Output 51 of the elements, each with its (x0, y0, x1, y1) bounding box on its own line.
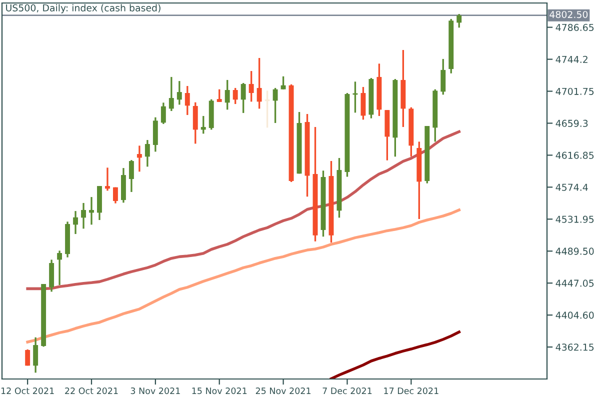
y-tick-label: 4574.4 (556, 184, 588, 191)
candlestick (89, 196, 94, 226)
line-series (26, 130, 460, 290)
x-tick-label: 7 Dec 2021 (322, 387, 372, 394)
y-tick-label: 4659.3 (556, 120, 588, 127)
y-tick-label: 4362.15 (556, 344, 594, 351)
candlestick (224, 79, 230, 110)
y-tick-label: 4786.65 (556, 24, 594, 32)
line-series (26, 208, 460, 344)
candlestick (105, 166, 110, 192)
y-tick-label: 4744.2 (556, 56, 588, 63)
candlestick (184, 85, 190, 116)
candlestick (128, 159, 134, 193)
x-tick-label: 17 Dec 2021 (384, 387, 438, 394)
candlestick (200, 115, 206, 135)
candlestick (136, 144, 142, 172)
candlestick (81, 202, 86, 230)
y-tick-label: 4531.95 (556, 216, 594, 223)
y-tick-label: 4616.85 (556, 152, 594, 159)
candlestick (168, 76, 174, 112)
candlestick (192, 102, 198, 145)
candlestick (232, 87, 238, 105)
candlestick (240, 82, 246, 114)
candlestick (272, 87, 278, 124)
y-tick-label: 4701.75 (556, 88, 594, 95)
x-tick-label: 25 Nov 2021 (256, 387, 311, 394)
line-series (330, 330, 460, 379)
candlestick (456, 13, 462, 28)
candlestick (248, 70, 254, 103)
x-tick-label: 3 Nov 2021 (130, 387, 180, 394)
candlestick (57, 250, 62, 286)
candlestick (256, 57, 262, 110)
candlestick (360, 86, 366, 121)
candlestick (216, 88, 222, 103)
x-tick-label: 12 Oct 2021 (1, 387, 54, 394)
x-tick-label: 22 Oct 2021 (65, 387, 118, 394)
y-tick-label: 4447.05 (556, 280, 594, 287)
chart-title: US500, Daily: index (cash based) (6, 4, 160, 14)
y-tick-label: 4404.60 (556, 312, 594, 319)
x-tick-label: 15 Nov 2021 (192, 387, 247, 394)
candlestick (440, 58, 446, 96)
candlestick (176, 80, 182, 106)
y-tick-label: 4489.50 (556, 248, 594, 255)
candlestick (25, 348, 30, 367)
candlestick (33, 336, 38, 374)
candlestick (113, 186, 118, 204)
candlestick (280, 76, 286, 90)
candlestick (160, 102, 166, 125)
candlestick (144, 139, 150, 168)
candlestick (73, 210, 78, 235)
ref-line-label: 4802.50 (550, 10, 588, 18)
